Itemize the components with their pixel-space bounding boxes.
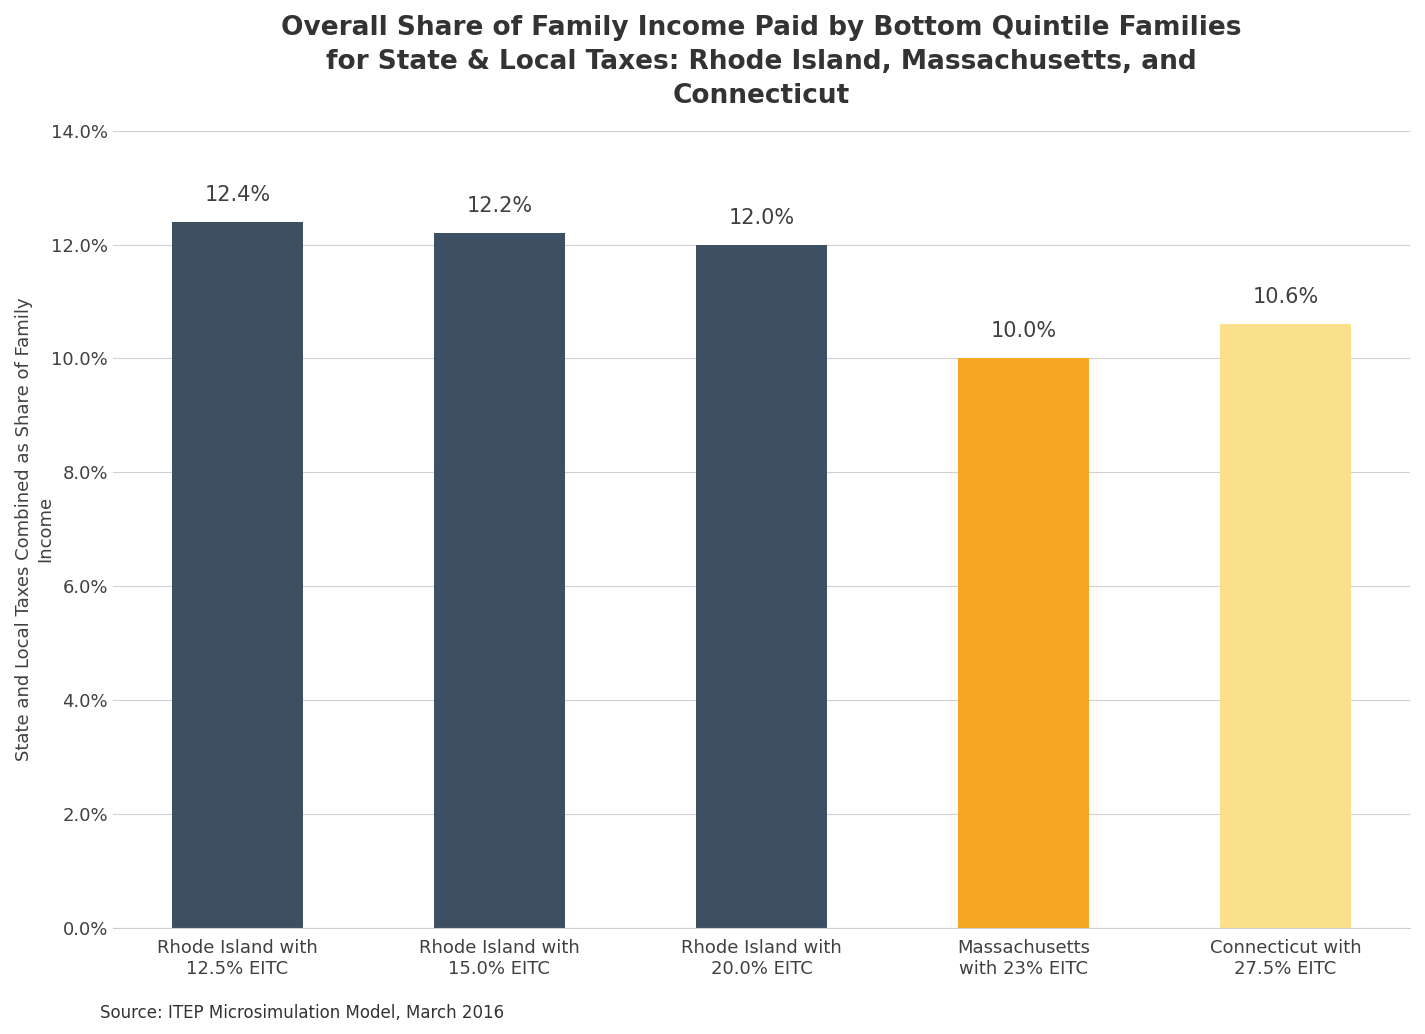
Text: 10.0%: 10.0% <box>990 322 1056 341</box>
Bar <box>1220 325 1351 927</box>
Bar <box>695 245 826 927</box>
Y-axis label: State and Local Taxes Combined as Share of Family
Income: State and Local Taxes Combined as Share … <box>16 298 54 761</box>
Bar <box>435 234 564 927</box>
Text: 12.4%: 12.4% <box>204 185 271 205</box>
Text: 10.6%: 10.6% <box>1253 287 1318 307</box>
Bar <box>172 222 304 927</box>
Text: 12.2%: 12.2% <box>466 196 533 216</box>
Text: 12.0%: 12.0% <box>728 208 795 227</box>
Text: Source: ITEP Microsimulation Model, March 2016: Source: ITEP Microsimulation Model, Marc… <box>100 1004 504 1023</box>
Bar <box>958 359 1089 927</box>
Title: Overall Share of Family Income Paid by Bottom Quintile Families
for State & Loca: Overall Share of Family Income Paid by B… <box>281 16 1241 109</box>
